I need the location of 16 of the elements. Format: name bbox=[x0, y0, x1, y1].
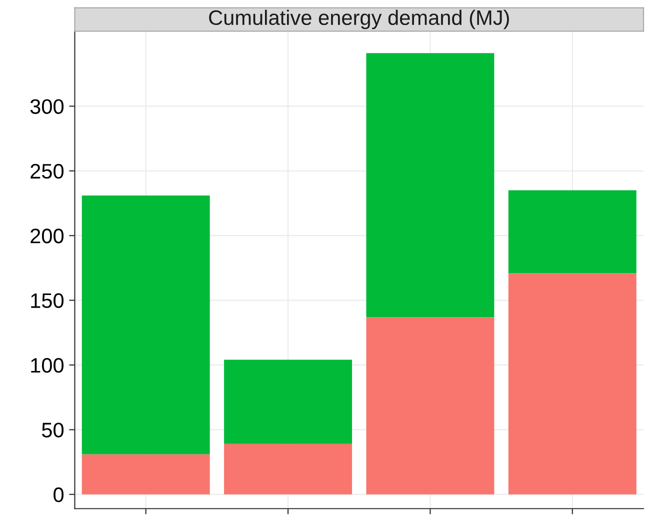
bar bbox=[508, 273, 636, 494]
bar bbox=[366, 317, 494, 494]
bar bbox=[82, 454, 210, 494]
y-tick-label: 200 bbox=[30, 228, 64, 244]
y-tick-label: 50 bbox=[42, 422, 64, 438]
bar bbox=[82, 195, 210, 454]
y-tick-label: 0 bbox=[54, 487, 64, 502]
bar bbox=[366, 53, 494, 318]
y-tick-label: 100 bbox=[31, 358, 64, 373]
y-tick-label: 150 bbox=[31, 293, 64, 308]
bar bbox=[224, 360, 352, 444]
y-tick-label: 250 bbox=[30, 164, 64, 179]
chart-title: Cumulative energy demand (MJ) bbox=[209, 10, 509, 30]
y-tick-label: 300 bbox=[30, 99, 64, 114]
bar bbox=[224, 444, 352, 494]
bar bbox=[508, 190, 636, 274]
